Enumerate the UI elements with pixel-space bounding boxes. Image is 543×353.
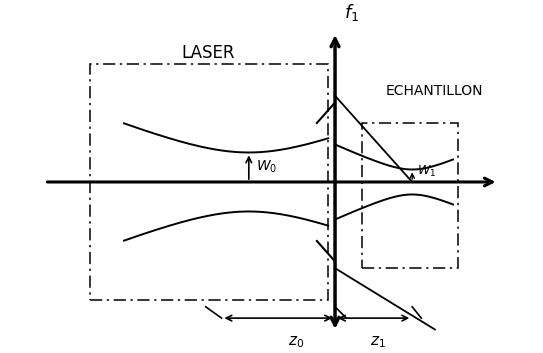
Text: $W_1$: $W_1$ bbox=[416, 163, 436, 179]
Text: $z_1$: $z_1$ bbox=[370, 334, 386, 350]
Text: ECHANTILLON: ECHANTILLON bbox=[386, 84, 484, 98]
Text: $W_0$: $W_0$ bbox=[256, 159, 277, 175]
Text: $f_1$: $f_1$ bbox=[344, 2, 359, 23]
Text: $z_0$: $z_0$ bbox=[288, 334, 305, 350]
Text: LASER: LASER bbox=[181, 44, 235, 62]
